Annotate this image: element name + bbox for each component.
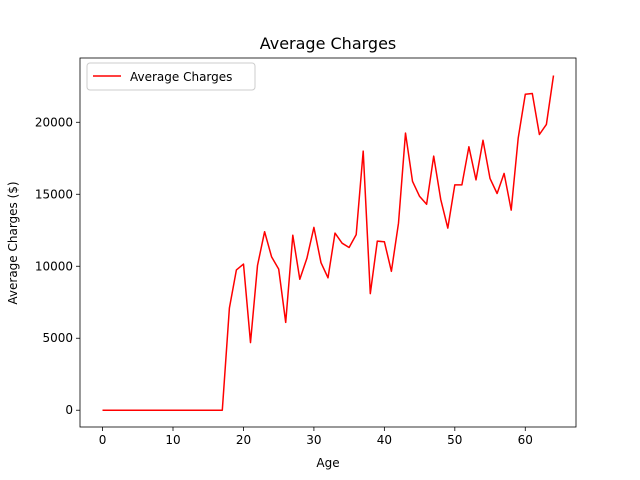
y-tick-label: 10000 <box>35 259 73 273</box>
chart-title: Average Charges <box>260 34 397 53</box>
x-tick-label: 20 <box>236 433 251 447</box>
legend: Average Charges <box>86 62 256 91</box>
y-tick-label: 0 <box>65 403 73 417</box>
y-tick-label: 5000 <box>42 331 73 345</box>
x-axis-label: Age <box>316 456 339 470</box>
x-tick-label: 50 <box>447 433 462 447</box>
y-axis-label: Average Charges ($) <box>6 181 20 304</box>
plot-area: 0 10 20 30 40 50 60 0 5000 10000 15000 20000 <box>35 57 577 447</box>
y-tick-label: 20000 <box>35 115 73 129</box>
x-tick-label: 10 <box>165 433 180 447</box>
x-tick-label: 60 <box>518 433 533 447</box>
x-tick-label: 0 <box>99 433 107 447</box>
series-line-average-charges <box>102 75 555 411</box>
legend-label: Average Charges <box>130 70 232 84</box>
y-tick-label: 15000 <box>35 187 73 201</box>
x-tick-label: 40 <box>377 433 392 447</box>
legend-box <box>86 62 256 91</box>
x-tick-label: 30 <box>306 433 321 447</box>
axes-frame <box>79 57 577 428</box>
